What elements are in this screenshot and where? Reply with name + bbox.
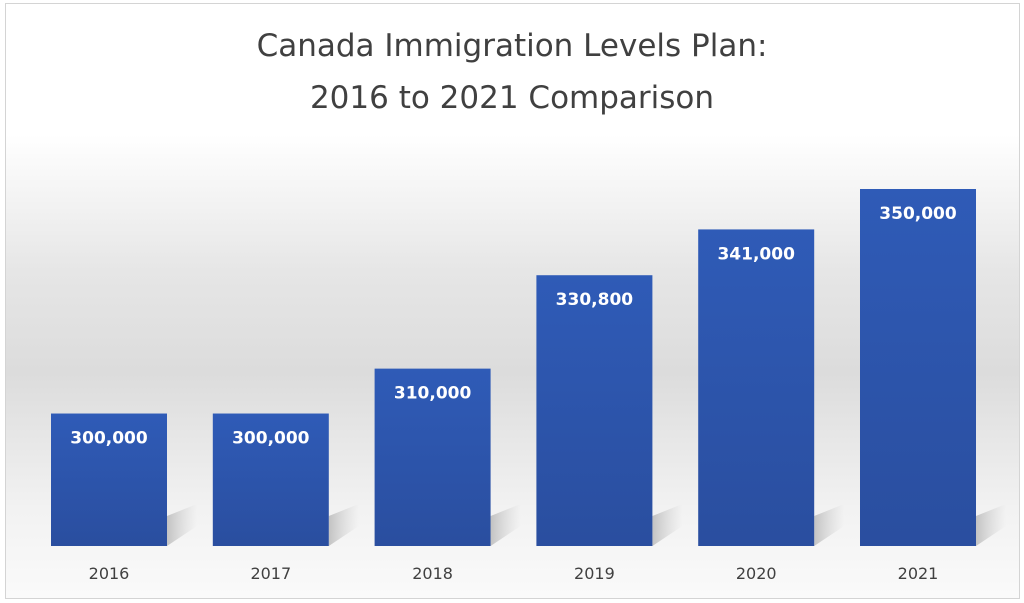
data-label: 330,800 bbox=[556, 290, 634, 310]
bar-2021 bbox=[860, 189, 976, 546]
data-label: 350,000 bbox=[879, 204, 957, 224]
chart-title-line-1: Canada Immigration Levels Plan: bbox=[256, 28, 768, 64]
chart-background bbox=[5, 3, 1020, 599]
data-label: 341,000 bbox=[717, 244, 795, 264]
bar-shadow bbox=[976, 504, 1006, 546]
x-tick-label: 2016 bbox=[89, 564, 130, 583]
bar-shadow bbox=[328, 504, 359, 546]
data-label: 300,000 bbox=[232, 429, 310, 449]
x-tick-label: 2018 bbox=[412, 564, 453, 583]
bar-2018 bbox=[374, 368, 491, 546]
data-label: 300,000 bbox=[70, 429, 148, 449]
bar-shadow bbox=[490, 504, 521, 546]
x-tick-label: 2019 bbox=[574, 564, 615, 583]
bar-2019 bbox=[536, 275, 653, 546]
data-label: 310,000 bbox=[394, 384, 472, 404]
bar-2020 bbox=[698, 229, 815, 546]
x-tick-label: 2020 bbox=[736, 564, 777, 583]
bar-shadow bbox=[814, 504, 845, 546]
x-tick-label: 2017 bbox=[250, 564, 291, 583]
bar-2017 bbox=[212, 413, 329, 546]
bar-shadow bbox=[652, 504, 683, 546]
bar-shadow bbox=[167, 504, 197, 546]
bar-2016 bbox=[51, 413, 167, 546]
chart-title-line-2: 2016 to 2021 Comparison bbox=[309, 80, 715, 116]
x-tick-label: 2021 bbox=[898, 564, 939, 583]
chart-title: Canada Immigration Levels Plan: 2016 to … bbox=[0, 20, 1024, 124]
